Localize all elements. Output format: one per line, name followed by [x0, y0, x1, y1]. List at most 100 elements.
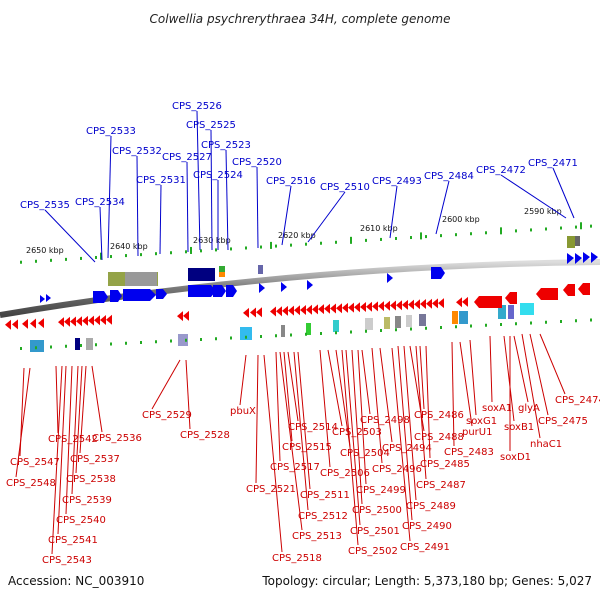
gene-arrow-reverse [100, 315, 106, 325]
gene-label-bottom[interactable]: CPS_2490 [402, 521, 452, 532]
tick-mark [275, 334, 277, 338]
gene-label-top[interactable]: CPS_2510 [320, 182, 370, 193]
gene-label-bottom[interactable]: CPS_2511 [300, 490, 350, 501]
gene-label-top[interactable]: CPS_2523 [201, 140, 251, 151]
gene-label-bottom[interactable]: CPS_2537 [70, 454, 120, 465]
gene-label-bottom[interactable]: CPS_2539 [62, 495, 112, 506]
tick-mark [110, 342, 112, 346]
gene-label-top[interactable]: CPS_2531 [136, 175, 186, 186]
gene-label-bottom[interactable]: CPS_2504 [340, 448, 390, 459]
leader-line [391, 347, 411, 542]
gene-arrow-reverse [438, 298, 444, 309]
gene-label-bottom[interactable]: nhaC1 [530, 439, 562, 450]
gene-label-bottom[interactable]: glyA [518, 403, 540, 414]
gene-label-bottom[interactable]: CPS_2474 [555, 395, 600, 406]
gene-label-bottom[interactable]: CPS_2506 [320, 468, 370, 479]
leader-line [151, 359, 181, 410]
gene-label-bottom[interactable]: CPS_2547 [10, 457, 60, 468]
gene-label-top[interactable]: CPS_2493 [372, 176, 422, 187]
gene-label-bottom[interactable]: CPS_2521 [246, 484, 296, 495]
gene-label-bottom[interactable]: CPS_2487 [416, 480, 466, 491]
gene-label-bottom[interactable]: CPS_2536 [92, 433, 142, 444]
tick-mark [320, 332, 322, 335]
tick-mark [515, 322, 517, 326]
gene-label-bottom[interactable]: CPS_2512 [298, 511, 348, 522]
leader-line [335, 349, 351, 448]
gene-label-top[interactable]: CPS_2533 [86, 126, 136, 137]
tick-mark [245, 246, 247, 250]
gene-arrow-reverse [82, 315, 88, 326]
gene-arrow-reverse [366, 301, 372, 312]
leader-line [196, 110, 201, 251]
tick-mark [440, 326, 442, 329]
leader-line [389, 185, 398, 239]
gene-label-bottom[interactable]: CPS_2528 [180, 430, 230, 441]
gene-label-bottom[interactable]: CPS_2501 [350, 526, 400, 537]
tick-mark [365, 238, 367, 242]
gene-label-top[interactable]: CPS_2526 [172, 101, 222, 112]
feature-box [520, 303, 534, 315]
gene-label-top[interactable]: CPS_2534 [75, 197, 125, 208]
tick-mark [500, 323, 502, 326]
gene-label-bottom[interactable]: CPS_2542 [48, 434, 98, 445]
gene-label-bottom[interactable]: CPS_2500 [352, 505, 402, 516]
leader-line [379, 347, 393, 443]
leader-line [371, 347, 383, 464]
gene-label-top[interactable]: CPS_2532 [112, 146, 162, 157]
gene-label-bottom[interactable]: CPS_2540 [56, 515, 106, 526]
gene-arrow-reverse [384, 300, 390, 311]
tick-mark [125, 254, 127, 258]
gene-label-top[interactable]: CPS_2472 [476, 165, 526, 176]
feature-box [306, 323, 311, 335]
reverse-strand-genes [5, 283, 590, 330]
gene-arrow-reverse [324, 303, 330, 314]
gene-arrow-forward [123, 289, 156, 301]
tick-mark [200, 249, 202, 253]
gene-label-bottom[interactable]: CPS_2496 [372, 464, 422, 475]
gene-label-bottom[interactable]: CPS_2498 [360, 415, 410, 426]
leader-line [75, 365, 83, 474]
leader-line [552, 167, 575, 219]
gene-label-bottom[interactable]: CPS_2499 [356, 485, 406, 496]
gene-label-bottom[interactable]: CPS_2515 [282, 442, 332, 453]
gene-label-bottom[interactable]: CPS_2486 [414, 410, 464, 421]
gene-label-bottom[interactable]: CPS_2488 [414, 432, 464, 443]
gene-label-bottom[interactable]: soxD1 [500, 452, 531, 463]
gene-label-bottom[interactable]: CPS_2483 [444, 447, 494, 458]
gene-label-bottom[interactable]: CPS_2475 [538, 416, 588, 427]
gene-label-top[interactable]: CPS_2516 [266, 176, 316, 187]
gene-label-bottom[interactable]: CPS_2494 [382, 443, 432, 454]
gene-label-bottom[interactable]: CPS_2514 [288, 422, 338, 433]
gene-label-bottom[interactable]: CPS_2502 [348, 546, 398, 557]
gene-label-bottom[interactable]: soxG1 [466, 416, 497, 427]
gene-arrow-reverse [354, 302, 360, 313]
gene-arrow-reverse [94, 315, 100, 326]
gene-label-top[interactable]: CPS_2471 [528, 158, 578, 169]
gene-label-top[interactable]: CPS_2524 [193, 170, 243, 181]
gene-label-top[interactable]: CPS_2520 [232, 157, 282, 168]
gene-label-bottom[interactable]: CPS_2489 [406, 501, 456, 512]
gene-arrow-reverse [318, 304, 324, 315]
tick-mark-major [190, 246, 192, 254]
tick-mark [170, 251, 172, 255]
gene-label-bottom[interactable]: CPS_2518 [272, 553, 322, 564]
gene-label-top[interactable]: CPS_2535 [20, 200, 70, 211]
gene-label-bottom[interactable]: soxA1 [482, 403, 512, 414]
gene-label-top[interactable]: CPS_2484 [424, 171, 474, 182]
gene-label-bottom[interactable]: CPS_2517 [270, 462, 320, 473]
feature-box [575, 236, 580, 246]
gene-label-bottom[interactable]: CPS_2485 [420, 459, 470, 470]
gene-label-bottom[interactable]: CPS_2541 [48, 535, 98, 546]
gene-label-top[interactable]: CPS_2525 [186, 120, 236, 131]
gene-label-bottom[interactable]: CPS_2538 [66, 474, 116, 485]
gene-label-bottom[interactable]: soxB1 [504, 422, 534, 433]
gene-label-bottom[interactable]: pbuX [230, 406, 256, 417]
gene-arrow-forward [307, 280, 313, 290]
gene-label-bottom[interactable]: CPS_2513 [292, 531, 342, 542]
gene-label-bottom[interactable]: purU1 [462, 427, 492, 438]
gene-label-bottom[interactable]: CPS_2529 [142, 410, 192, 421]
gene-label-bottom[interactable]: CPS_2491 [400, 542, 450, 553]
gene-label-bottom[interactable]: CPS_2543 [42, 555, 92, 566]
gene-label-bottom[interactable]: CPS_2548 [6, 478, 56, 489]
gene-label-top[interactable]: CPS_2527 [162, 152, 212, 163]
